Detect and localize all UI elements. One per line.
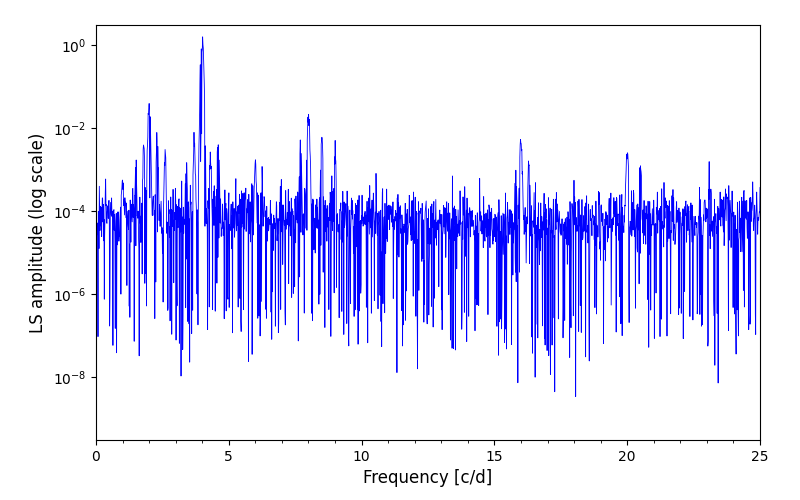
Y-axis label: LS amplitude (log scale): LS amplitude (log scale) [30,132,47,332]
X-axis label: Frequency [c/d]: Frequency [c/d] [363,470,493,488]
